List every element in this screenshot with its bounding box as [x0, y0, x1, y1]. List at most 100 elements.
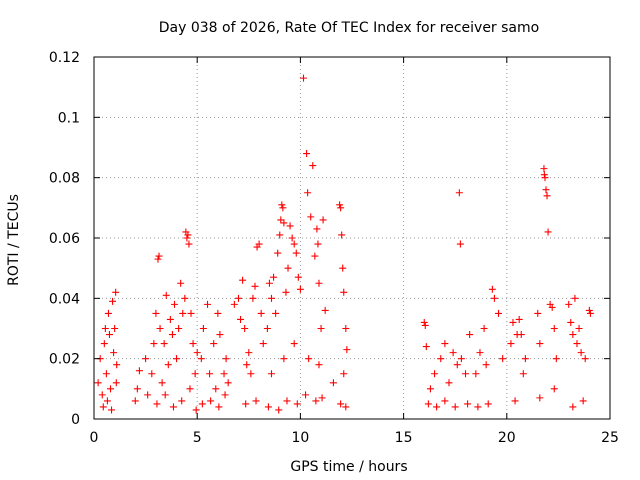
data-point: [280, 355, 288, 363]
data-point: [521, 355, 529, 363]
data-point: [230, 300, 238, 308]
data-point: [259, 340, 267, 348]
data-point: [133, 385, 141, 393]
data-point: [156, 325, 164, 332]
data-point: [490, 294, 498, 302]
data-point: [148, 370, 156, 378]
data-point: [161, 391, 169, 399]
data-point: [153, 400, 161, 408]
data-point: [234, 294, 242, 302]
data-point: [255, 240, 263, 248]
data-point: [263, 325, 271, 332]
data-point: [573, 340, 581, 348]
data-point: [131, 397, 139, 405]
data-point: [186, 385, 194, 393]
data-point: [105, 331, 113, 339]
data-point: [144, 391, 152, 399]
data-point: [113, 361, 121, 369]
data-point: [480, 325, 488, 332]
x-tick-label: 15: [395, 430, 413, 446]
data-point: [544, 228, 552, 236]
data-point: [488, 285, 496, 293]
data-point: [277, 216, 285, 224]
data-point: [312, 397, 320, 405]
data-point: [173, 355, 181, 363]
data-point: [274, 249, 282, 257]
data-point: [288, 234, 296, 242]
data-point: [543, 192, 551, 200]
data-point: [552, 355, 560, 363]
data-point: [433, 403, 441, 411]
data-point: [185, 240, 193, 248]
data-point: [441, 397, 449, 405]
data-point: [550, 325, 558, 332]
data-point: [162, 291, 170, 299]
data-point: [299, 74, 307, 82]
data-point: [462, 370, 470, 378]
data-point: [517, 331, 525, 339]
data-point: [321, 306, 329, 314]
data-point: [150, 340, 158, 348]
data-point: [187, 309, 195, 317]
data-point: [212, 385, 220, 393]
data-point: [158, 379, 166, 387]
data-point: [280, 219, 288, 227]
data-point: [257, 309, 265, 317]
data-point: [135, 367, 143, 375]
data-point: [542, 186, 550, 194]
data-point: [278, 201, 286, 209]
data-point: [319, 216, 327, 224]
data-point: [476, 349, 484, 357]
data-point: [294, 273, 302, 281]
y-tick-label: 0.12: [49, 50, 80, 66]
data-point: [422, 343, 430, 351]
data-point: [449, 349, 457, 357]
data-point: [264, 403, 272, 411]
y-axis-label: ROTI / TECUs: [6, 194, 22, 286]
data-point: [192, 406, 200, 414]
data-point: [275, 406, 283, 414]
data-point: [484, 400, 492, 408]
data-point: [453, 361, 461, 369]
data-point: [206, 370, 214, 378]
data-point: [152, 309, 160, 317]
data-point: [571, 294, 579, 302]
data-point: [283, 397, 291, 405]
data-point: [569, 403, 577, 411]
data-point: [175, 325, 183, 332]
data-point: [474, 403, 482, 411]
data-point: [197, 355, 205, 363]
y-tick-label: 0.06: [49, 231, 80, 247]
data-point: [445, 379, 453, 387]
data-point: [457, 355, 465, 363]
data-point: [155, 252, 163, 260]
data-point: [290, 340, 298, 348]
data-point: [337, 204, 345, 212]
data-point: [421, 321, 429, 329]
data-point: [189, 340, 197, 348]
data-point: [441, 340, 449, 348]
data-point: [296, 285, 304, 293]
data-point: [276, 231, 284, 239]
x-tick-label: 25: [601, 430, 619, 446]
data-point: [515, 315, 523, 323]
data-point: [183, 234, 191, 242]
data-point: [245, 349, 253, 357]
data-point: [112, 379, 120, 387]
data-point: [103, 397, 111, 405]
data-point: [237, 315, 245, 323]
data-point: [472, 370, 480, 378]
x-tick-labels: 0 5 10 15 20 25: [90, 430, 619, 446]
data-point: [569, 331, 577, 339]
data-point: [507, 340, 515, 348]
data-point: [181, 294, 189, 302]
data-point: [579, 397, 587, 405]
data-point: [585, 306, 593, 314]
data-point: [317, 325, 325, 332]
y-tick-labels: 0 0.02 0.04 0.06 0.08 0.1 0.12: [49, 50, 80, 428]
data-point: [329, 379, 337, 387]
data-point: [342, 325, 350, 332]
data-point: [284, 264, 292, 272]
data-point: [198, 400, 206, 408]
